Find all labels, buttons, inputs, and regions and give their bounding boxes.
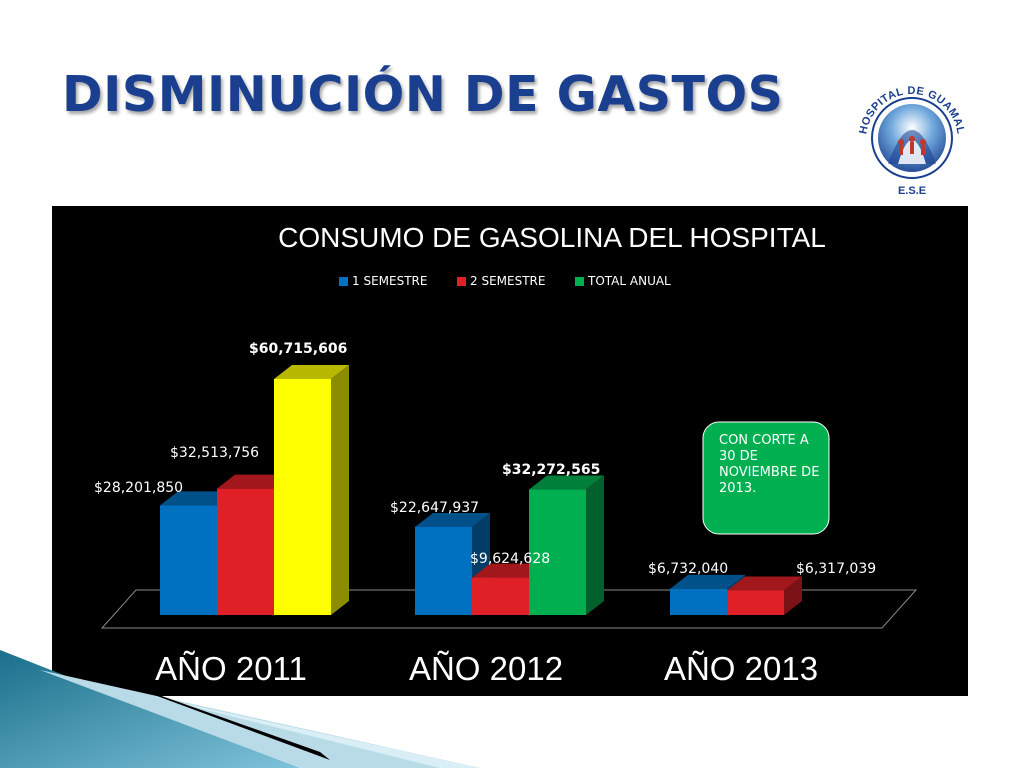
data-label-3-2: $6,317,039: [796, 561, 876, 577]
corner-decoration: [0, 650, 480, 768]
data-label-2-1: $22,647,937: [390, 500, 479, 516]
data-label-2-3: $32,272,565: [502, 462, 600, 478]
data-label-1-3: $60,715,606: [249, 341, 347, 357]
chart-bars: [160, 365, 802, 615]
legend-label-1: 1 SEMESTRE: [352, 274, 427, 288]
category-label-2: AÑO 2012: [409, 650, 563, 687]
bar-a-o-2012-series-3: [529, 475, 604, 615]
cutoff-note: CON CORTE A 30 DE NOVIEMBRE DE 2013.: [702, 421, 830, 535]
chart-title: CONSUMO DE GASOLINA DEL HOSPITAL: [278, 222, 826, 253]
cutoff-note-text: CON CORTE A 30 DE NOVIEMBRE DE 2013.: [719, 433, 820, 496]
legend-swatch-2: [457, 277, 466, 286]
bar-a-o-2011-series-3: [274, 365, 349, 615]
bar-a-o-2013-series-2: [727, 576, 802, 615]
legend-swatch-1: [339, 277, 348, 286]
category-label-3: AÑO 2013: [664, 650, 818, 687]
chart-floor: [100, 589, 918, 629]
logo-subtext: E.S.E: [898, 185, 926, 197]
chart-panel: CONSUMO DE GASOLINA DEL HOSPITAL 1 SEMES…: [52, 206, 968, 696]
slide-title: DISMINUCIÓN DE GASTOS: [62, 66, 784, 123]
legend-label-3: TOTAL ANUAL: [587, 274, 671, 288]
hospital-logo: HOSPITAL DE GUAMAL E.S.E: [857, 85, 966, 197]
data-label-3-1: $6,732,040: [648, 561, 728, 577]
data-labels: $28,201,850 $32,513,756 $60,715,606 $22,647…: [94, 341, 876, 577]
chart-legend: 1 SEMESTRE 2 SEMESTRE TOTAL ANUAL: [339, 274, 671, 288]
legend-swatch-3: [575, 277, 584, 286]
fuel-consumption-chart: CONSUMO DE GASOLINA DEL HOSPITAL 1 SEMES…: [94, 222, 918, 687]
data-label-1-2: $32,513,756: [170, 445, 259, 461]
data-label-2-2: $9,624,628: [470, 551, 550, 567]
category-label-1: AÑO 2011: [155, 650, 307, 687]
legend-label-2: 2 SEMESTRE: [470, 274, 545, 288]
data-label-1-1: $28,201,850: [94, 480, 183, 496]
category-labels: AÑO 2011 AÑO 2012 AÑO 2013: [155, 650, 818, 687]
